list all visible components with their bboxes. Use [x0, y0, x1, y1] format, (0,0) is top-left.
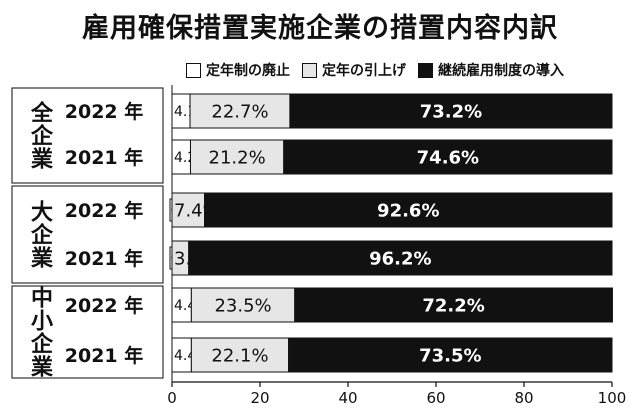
bar-segment: [188, 240, 613, 276]
group-label-char: 企: [30, 124, 54, 150]
legend-item-abolition: 定年制の廃止: [186, 60, 290, 80]
legend-item-raise: 定年の引上げ: [302, 60, 406, 80]
data-label: 23.5%: [214, 295, 271, 316]
data-label: 92.6%: [377, 200, 439, 221]
group-label-char: 企: [30, 332, 54, 358]
group-label-char: 業: [31, 356, 54, 381]
legend-item-continued: 継続雇用制度の導入: [418, 60, 564, 80]
group-label-char: 業: [31, 247, 54, 272]
group-box: [11, 87, 164, 184]
x-tick-label: 80: [514, 389, 533, 407]
x-tick-label: 20: [250, 389, 269, 407]
group-label-char: 小: [31, 310, 53, 335]
legend-swatch-abolition: [186, 62, 201, 78]
group-box: [11, 285, 164, 379]
bar-segment: [283, 139, 613, 175]
row-label: 2021 年: [65, 247, 144, 270]
group-label-char: 企: [30, 223, 54, 249]
legend-swatch-raise: [302, 62, 317, 78]
x-tick-label: 60: [426, 389, 445, 407]
data-label: 73.2%: [420, 101, 482, 122]
bar-segment: [294, 287, 613, 323]
group-label-char: 全: [30, 101, 54, 127]
x-tick-label: 0: [167, 389, 177, 407]
chart-title: 雇用確保措置実施企業の措置内容内訳: [82, 13, 558, 44]
row-label: 2022 年: [65, 199, 144, 222]
bar-segment: [204, 192, 613, 228]
data-label: 21.2%: [209, 147, 266, 168]
data-label: 22.7%: [211, 101, 268, 122]
data-label: 96.2%: [369, 248, 431, 269]
legend-label-abolition: 定年制の廃止: [206, 63, 290, 79]
row-label: 2022 年: [65, 100, 144, 123]
legend-label-continued: 継続雇用制度の導入: [438, 63, 564, 79]
x-tick-label: 100: [598, 389, 627, 407]
row-label: 2021 年: [65, 146, 144, 169]
bar-segment: [190, 337, 290, 373]
group-label-char: 大: [31, 201, 53, 226]
data-label: 73.5%: [419, 345, 481, 366]
data-label: 22.1%: [211, 345, 268, 366]
bar-segment: [189, 139, 285, 175]
legend-label-raise: 定年の引上げ: [322, 63, 406, 79]
row-label: 2021 年: [65, 344, 144, 367]
group-label-char: 中: [31, 287, 53, 312]
group-box: [11, 185, 164, 284]
bar-segment: [289, 93, 613, 129]
data-label: 74.6%: [417, 147, 479, 168]
bar-segment: [288, 337, 613, 373]
row-label: 2022 年: [65, 294, 144, 317]
bar-segment: [189, 93, 291, 129]
data-label: 72.2%: [422, 295, 484, 316]
legend: 定年制の廃止 定年の引上げ 継続雇用制度の導入: [186, 60, 576, 80]
x-tick-label: 40: [338, 389, 357, 407]
legend-swatch-continued: [418, 62, 433, 78]
group-label-char: 業: [31, 148, 54, 173]
